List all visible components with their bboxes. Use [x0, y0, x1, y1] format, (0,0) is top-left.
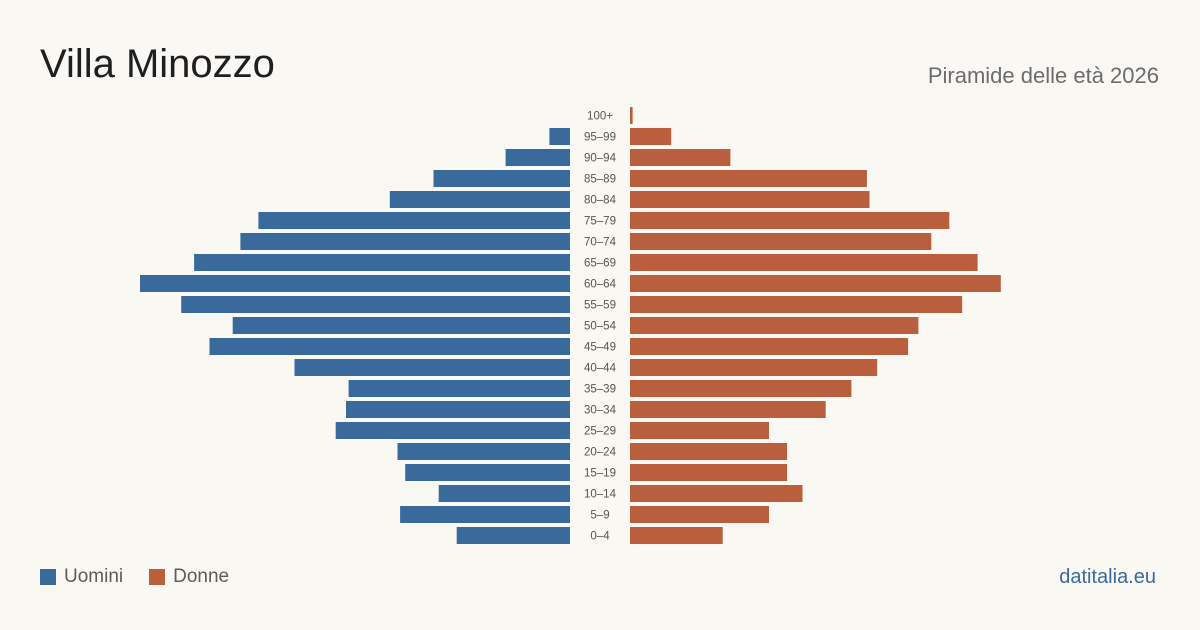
- bar-women-80-84: [630, 191, 870, 208]
- bar-men-10-14: [438, 485, 570, 502]
- bar-men-30-34: [346, 401, 570, 418]
- bar-women-30-34: [630, 401, 826, 418]
- age-label-25-29: 25–29: [584, 426, 616, 438]
- age-label-70-74: 70–74: [584, 237, 617, 249]
- bar-women-90-94: [630, 149, 731, 166]
- age-label-5-9: 5–9: [590, 510, 609, 522]
- bar-women-70-74: [630, 233, 932, 250]
- brand-link[interactable]: datitalia.eu: [1059, 566, 1156, 588]
- bar-women-60-64: [630, 275, 1001, 292]
- bar-men-5-9: [400, 506, 570, 523]
- bar-women-75-79: [630, 212, 950, 229]
- age-label-75-79: 75–79: [584, 216, 616, 228]
- bar-women-25-29: [630, 422, 769, 439]
- age-label-15-19: 15–19: [584, 468, 616, 480]
- bar-men-15-19: [405, 464, 570, 481]
- age-label-90-94: 90–94: [584, 153, 617, 165]
- age-label-55-59: 55–59: [584, 300, 616, 312]
- bar-men-75-79: [258, 212, 570, 229]
- legend-label-women: Donne: [173, 566, 230, 587]
- legend-swatch-men: [40, 569, 56, 585]
- bar-women-100+: [630, 107, 633, 124]
- legend-item-women: Donne: [149, 566, 229, 588]
- bar-women-0-4: [630, 527, 723, 544]
- legend-label-men: Uomini: [64, 566, 124, 587]
- bar-women-65-69: [630, 254, 978, 271]
- bar-women-40-44: [630, 359, 878, 376]
- age-label-35-39: 35–39: [584, 384, 616, 396]
- age-label-80-84: 80–84: [584, 195, 617, 207]
- bar-women-20-24: [630, 443, 788, 460]
- bar-men-85-89: [433, 170, 570, 187]
- page-subtitle: Piramide delle età 2026: [927, 63, 1159, 88]
- bar-men-45-49: [209, 338, 570, 355]
- bar-men-35-39: [348, 380, 570, 397]
- age-label-65-69: 65–69: [584, 258, 616, 270]
- age-label-45-49: 45–49: [584, 342, 616, 354]
- bar-men-20-24: [397, 443, 570, 460]
- bar-women-85-89: [630, 170, 867, 187]
- legend-swatch-women: [149, 569, 166, 585]
- age-label-40-44: 40–44: [584, 363, 617, 375]
- bar-men-0-4: [456, 527, 570, 544]
- bar-men-25-29: [335, 422, 570, 439]
- age-label-10-14: 10–14: [584, 489, 617, 501]
- bar-men-60-64: [140, 275, 570, 292]
- age-label-95-99: 95–99: [584, 132, 616, 144]
- bar-women-95-99: [630, 128, 672, 145]
- age-label-30-34: 30–34: [584, 405, 617, 417]
- bar-women-55-59: [630, 296, 963, 313]
- age-label-85-89: 85–89: [584, 174, 616, 186]
- bar-men-95-99: [549, 128, 570, 145]
- legend-item-men: Uomini: [40, 566, 123, 588]
- bar-women-15-19: [630, 464, 788, 481]
- page-title: Villa Minozzo: [40, 42, 275, 86]
- bar-men-50-54: [232, 317, 570, 334]
- bar-men-90-94: [505, 149, 570, 166]
- bar-men-40-44: [294, 359, 570, 376]
- bar-women-45-49: [630, 338, 909, 355]
- bar-men-65-69: [194, 254, 570, 271]
- legend: Uomini Donne: [40, 566, 255, 588]
- age-label-20-24: 20–24: [584, 447, 617, 459]
- bar-women-10-14: [630, 485, 803, 502]
- bar-women-50-54: [630, 317, 919, 334]
- bar-men-70-74: [240, 233, 570, 250]
- bar-men-80-84: [389, 191, 570, 208]
- age-label-50-54: 50–54: [584, 321, 617, 333]
- age-label-100+: 100+: [587, 111, 613, 123]
- bar-women-35-39: [630, 380, 852, 397]
- age-label-60-64: 60–64: [584, 279, 617, 291]
- age-label-0-4: 0–4: [590, 531, 610, 543]
- bar-men-55-59: [181, 296, 570, 313]
- bar-women-5-9: [630, 506, 769, 523]
